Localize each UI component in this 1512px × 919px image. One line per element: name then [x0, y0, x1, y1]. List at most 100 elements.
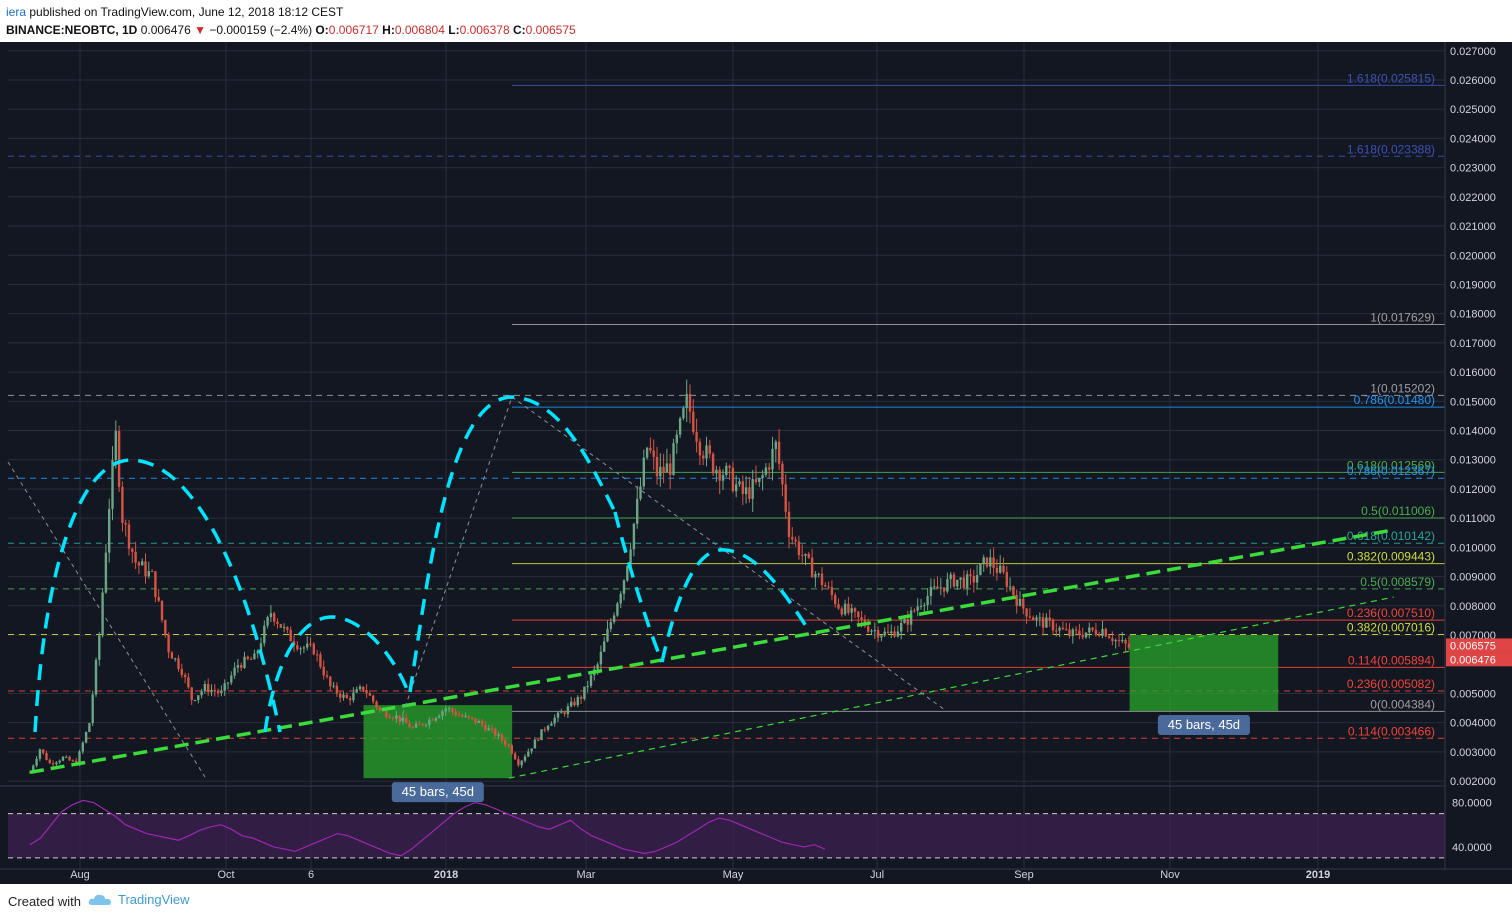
candle-body: [751, 479, 754, 499]
candle-body: [170, 652, 174, 659]
cycle-arc: [660, 548, 812, 663]
candle-body: [388, 717, 391, 719]
candle-body: [372, 695, 375, 702]
candle-body: [98, 635, 101, 660]
low-label: L:: [448, 23, 460, 37]
candle-body: [174, 658, 177, 660]
candle-body: [579, 697, 583, 699]
candle-body: [58, 760, 61, 763]
candle-body: [566, 706, 570, 715]
candle-body: [830, 587, 834, 596]
candle-body: [1104, 629, 1107, 637]
candle-body: [847, 603, 850, 613]
candle-body: [1025, 608, 1028, 617]
candle-body: [979, 563, 982, 576]
candle-body: [645, 447, 649, 458]
fib-label: 0.5(0.011006): [1361, 504, 1435, 518]
candle-body: [784, 484, 787, 512]
candle-body: [322, 666, 325, 676]
trendline: [508, 596, 1394, 779]
candle-body: [721, 475, 725, 481]
time-axis: Aug Oct 6 2018 Mar May Jul Sep Nov 2019: [0, 868, 1512, 881]
candle-body: [731, 467, 735, 492]
candle-body: [368, 693, 372, 696]
price-tick-label: 0.014000: [1450, 426, 1496, 438]
candle-body: [91, 694, 94, 724]
candle-body: [461, 715, 464, 717]
candle-body: [1091, 627, 1094, 630]
candle-body: [269, 613, 273, 618]
candle-body: [286, 627, 289, 630]
candle-body: [1065, 629, 1068, 631]
price-axis: 0.027000 0.026000 0.025000 0.024000 0.023000…: [1444, 42, 1512, 884]
price-label-bg: [1446, 638, 1512, 653]
price-tick-label: 0.010000: [1450, 542, 1496, 554]
candle-body: [362, 686, 365, 691]
candle-body: [685, 393, 688, 409]
price-tick-label: 0.011000: [1450, 513, 1495, 525]
candle-body: [711, 453, 715, 474]
candle-body: [141, 561, 144, 566]
candle-body: [434, 717, 438, 721]
candle-body: [886, 631, 890, 634]
candle-body: [748, 487, 751, 499]
candle-body: [117, 430, 121, 487]
candle-body: [32, 765, 35, 773]
candle-body: [975, 575, 979, 583]
candle-body: [672, 443, 675, 475]
high-value: 0.006804: [394, 23, 445, 37]
candle-body: [698, 441, 702, 456]
candle-body: [870, 630, 873, 632]
candle-body: [688, 393, 692, 412]
candle-body: [487, 728, 490, 731]
candle-body: [256, 650, 259, 654]
candle-body: [200, 691, 203, 696]
candle-body: [989, 557, 992, 567]
candle-body: [682, 408, 685, 419]
candle-body: [1038, 617, 1041, 619]
candle-body: [114, 430, 117, 461]
candle-body: [401, 717, 405, 722]
candle-body: [431, 719, 434, 721]
candle-body: [1107, 636, 1111, 639]
price-tick-label: 0.023000: [1450, 163, 1496, 175]
candle-body: [273, 613, 276, 622]
candle-body: [794, 539, 797, 542]
candle-body: [451, 708, 454, 712]
candle-body: [131, 548, 134, 552]
brand-label: TradingView: [118, 892, 190, 907]
price-chart[interactable]: 1.618(0.025815) 1.618(0.023388) 1(0.017629…: [0, 42, 1512, 884]
price-tick-label: 0.009000: [1450, 572, 1496, 584]
candle-body: [418, 723, 421, 725]
candle-body: [1114, 640, 1117, 642]
candle-body: [860, 617, 863, 620]
price-change: −0.000159 (−2.4%): [209, 23, 313, 37]
candles: [28, 379, 1131, 774]
candle-body: [820, 573, 824, 586]
author-link[interactable]: iera: [6, 5, 27, 19]
measure-boxes[interactable]: 45 bars, 45d 45 bars, 45d: [363, 635, 1279, 803]
low-value: 0.006378: [459, 23, 510, 37]
candle-body: [348, 698, 352, 701]
candle-body: [956, 579, 959, 587]
candle-body: [758, 478, 761, 483]
open-label: O:: [315, 23, 329, 37]
candle-body: [127, 524, 131, 549]
candle-body: [708, 445, 711, 454]
candle-body: [909, 610, 913, 625]
candle-body: [65, 756, 68, 758]
candle-body: [147, 571, 150, 577]
candle-body: [550, 723, 553, 726]
candle-body: [339, 693, 342, 698]
candle-body: [982, 557, 985, 564]
candle-body: [444, 708, 447, 712]
candle-body: [1008, 586, 1012, 588]
candle-body: [38, 749, 42, 759]
tradingview-logo[interactable]: TradingView: [88, 892, 190, 907]
fib-label: 0(0.004384): [1370, 697, 1435, 711]
measure-label: 45 bars, 45d: [402, 784, 474, 799]
candle-body: [556, 712, 560, 718]
candle-body: [121, 486, 124, 523]
last-price: 0.006476: [140, 23, 191, 37]
candle-body: [1012, 586, 1015, 596]
